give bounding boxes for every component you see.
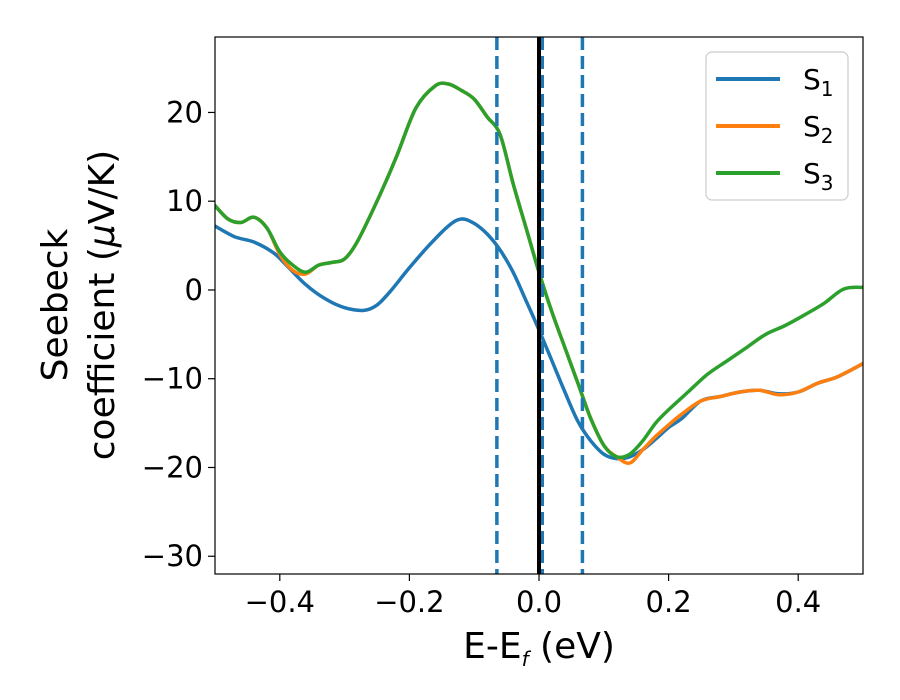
x-tick-label: 0.2 (646, 585, 692, 619)
reference-lines (495, 37, 585, 574)
y-axis-label: Seebeck coefficient (μV/K) (35, 150, 123, 460)
x-tick-label: −0.2 (374, 585, 444, 619)
x-axis-label: E-Ef (eV) (463, 626, 615, 671)
y-tick-label: −10 (142, 362, 203, 396)
y-tick-label: −20 (142, 450, 203, 484)
y-axis-label-line1: Seebeck (35, 228, 76, 381)
x-tick-label: 0.0 (516, 585, 562, 619)
x-axis-ticks: −0.4 −0.2 0.0 0.2 0.4 (245, 574, 821, 619)
x-tick-label: 0.4 (775, 585, 821, 619)
legend-label-s2: S2 (803, 110, 834, 148)
legend-label-s3: S3 (803, 157, 834, 195)
y-axis-label-line2: coefficient (μV/K) (82, 150, 123, 460)
y-axis-ticks: −30 −20 −10 0 10 20 (142, 95, 215, 573)
legend: S1 S2 S3 (705, 51, 849, 201)
legend-label-s1: S1 (803, 63, 834, 101)
y-tick-label: 0 (185, 273, 203, 307)
y-tick-label: −30 (142, 539, 203, 573)
x-tick-label: −0.4 (245, 585, 315, 619)
y-tick-label: 20 (166, 95, 203, 129)
y-tick-label: 10 (166, 184, 203, 218)
series-line-s3 (215, 81, 863, 460)
